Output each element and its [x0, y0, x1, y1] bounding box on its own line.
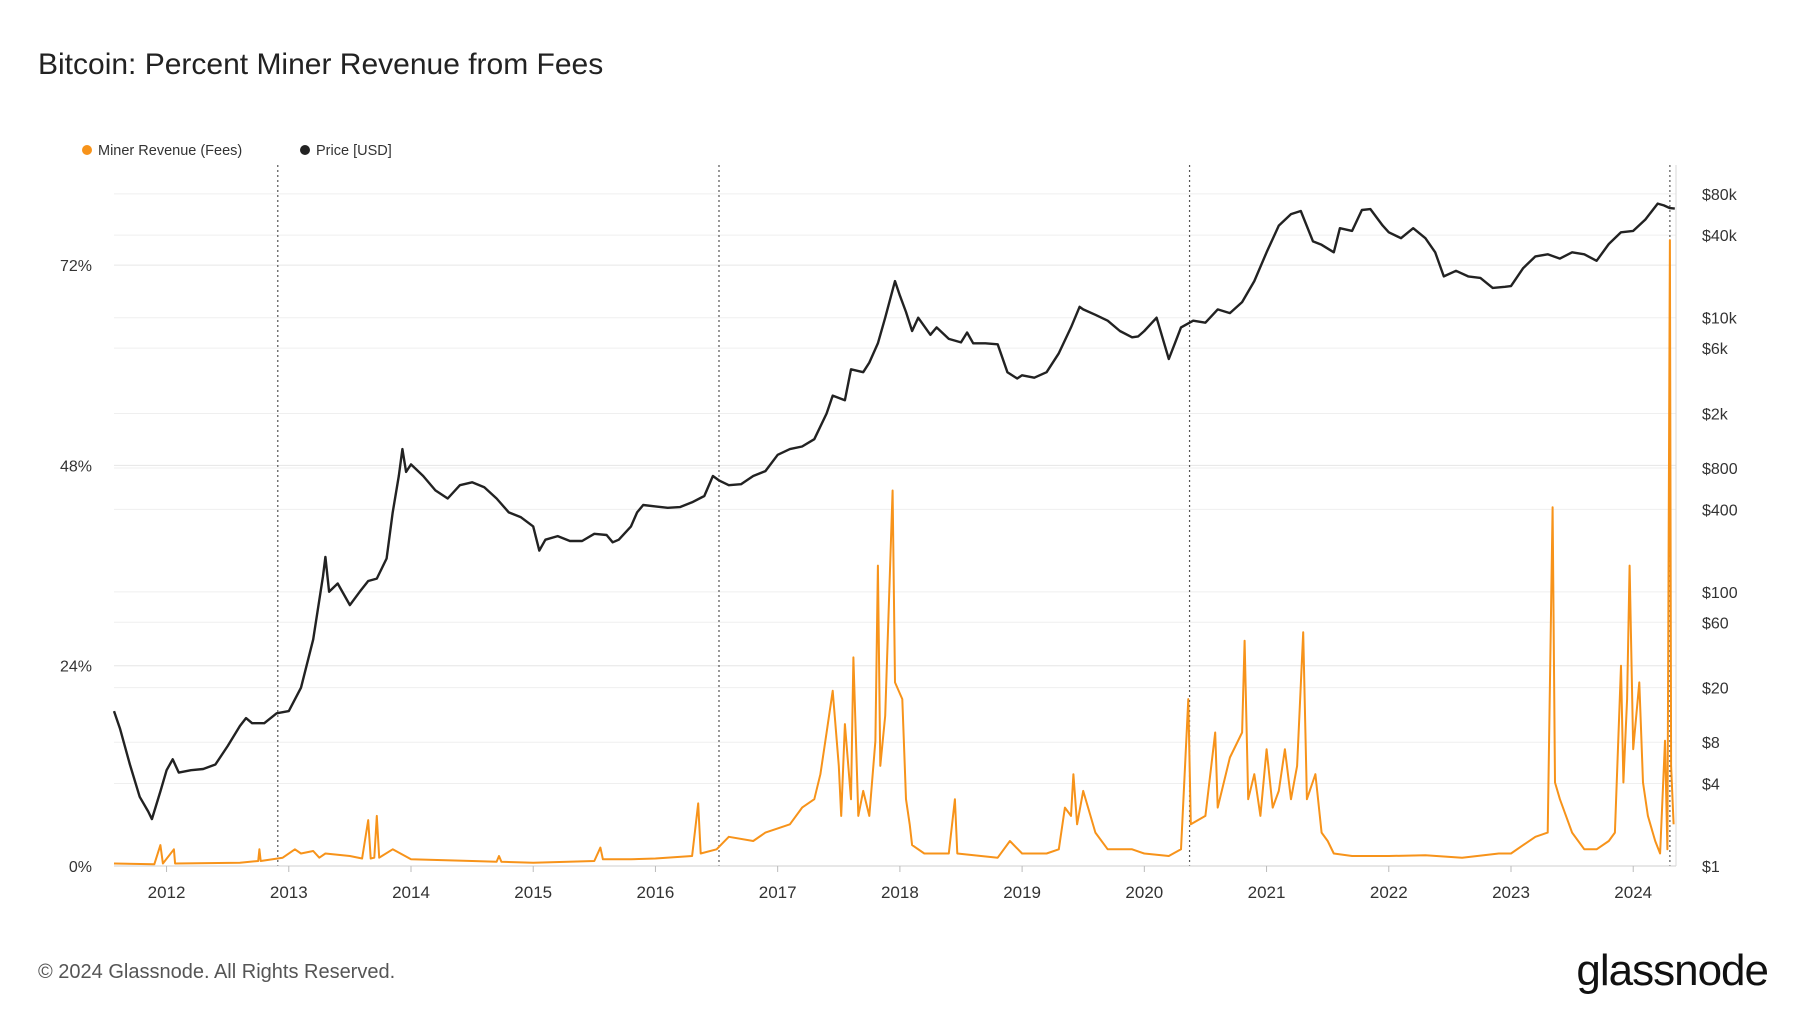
y-left-tick-label: 24%: [60, 659, 92, 676]
plot-area: [112, 165, 1677, 867]
y-left-tick-label: 0%: [69, 859, 92, 876]
y-axis-right-ticks: $1 $4 $8 $20 $60 $100 $400 $800 $2k $6k $10k $40k $8…: [1702, 187, 1738, 876]
grid-lines: [114, 193, 1676, 867]
x-tick-label: 2024: [1614, 883, 1652, 902]
copyright-text: © 2024 Glassnode. All Rights Reserved.: [38, 961, 395, 983]
x-tick-label: 2020: [1125, 883, 1163, 902]
x-tick-label: 2015: [514, 883, 552, 902]
x-tick-label: 2018: [881, 883, 919, 902]
fees-series-line: [113, 239, 1675, 866]
y-right-tick-label: $60: [1702, 615, 1729, 632]
legend-marker-fees: [82, 145, 92, 155]
x-tick-label: 2021: [1248, 883, 1286, 902]
y-right-tick-label: $400: [1702, 502, 1738, 519]
y-right-tick-label: $2k: [1702, 407, 1729, 424]
legend-label-price[interactable]: Price [USD]: [316, 143, 392, 159]
y-left-tick-label: 72%: [60, 258, 92, 275]
legend-label-fees[interactable]: Miner Revenue (Fees): [98, 143, 242, 159]
y-right-tick-label: $8: [1702, 735, 1720, 752]
y-left-tick-label: 48%: [60, 458, 92, 475]
y-right-tick-label: $100: [1702, 585, 1738, 602]
y-right-tick-label: $4: [1702, 776, 1720, 793]
y-right-tick-label: $40k: [1702, 228, 1738, 245]
legend: Miner Revenue (Fees) Price [USD]: [82, 143, 392, 159]
x-tick-label: 2017: [759, 883, 797, 902]
glassnode-logo[interactable]: glassnode: [1576, 946, 1769, 995]
x-tick-label: 2014: [392, 883, 430, 902]
legend-marker-price: [300, 145, 310, 155]
halving-markers: [277, 165, 1671, 866]
x-tick-label: 2022: [1370, 883, 1408, 902]
x-tick-label: 2016: [637, 883, 675, 902]
x-tick-label: 2013: [270, 883, 308, 902]
x-tick-label: 2012: [148, 883, 186, 902]
y-right-tick-label: $20: [1702, 681, 1729, 698]
x-tick-label: 2023: [1492, 883, 1530, 902]
y-right-tick-label: $10k: [1702, 311, 1738, 328]
series-lines: [112, 202, 1675, 866]
y-right-tick-label: $80k: [1702, 187, 1738, 204]
price-series-line: [112, 202, 1675, 821]
y-right-tick-label: $1: [1702, 859, 1720, 876]
x-tick-label: 2019: [1003, 883, 1041, 902]
x-axis-ticks: 2012 2013 2014 2015 2016 2017 2018 2019 2020 2021…: [148, 866, 1652, 902]
y-right-tick-label: $6k: [1702, 341, 1729, 358]
y-right-tick-label: $800: [1702, 461, 1738, 478]
chart-title: Bitcoin: Percent Miner Revenue from Fees: [38, 48, 603, 81]
y-axis-left-ticks: 0% 24% 48% 72%: [60, 258, 92, 876]
